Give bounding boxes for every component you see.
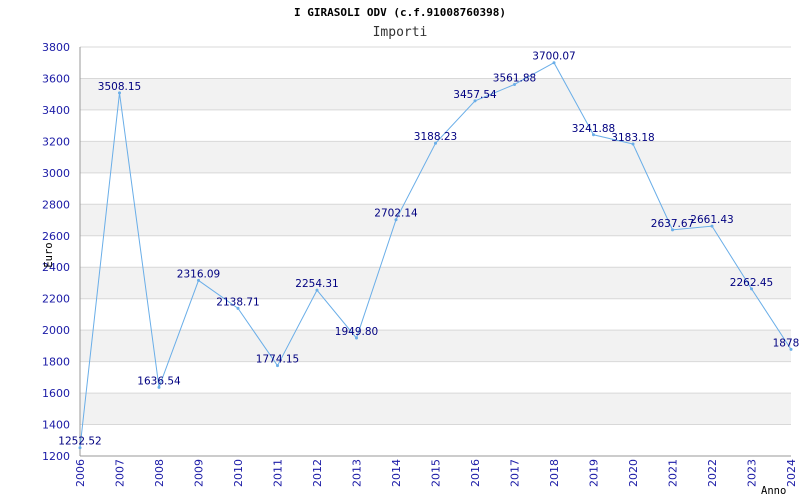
data-label: 2661.43 [690,214,733,226]
x-axis-label: Anno [761,485,786,497]
y-tick-label: 1400 [42,419,70,432]
y-tick-label: 3400 [42,104,70,117]
data-label: 1252.52 [58,436,101,448]
data-label: 3561.88 [493,72,536,84]
y-tick-label: 1800 [42,356,70,369]
data-point [671,228,674,232]
y-tick-label: 2000 [42,324,70,337]
data-point [78,446,82,450]
y-tick-label: 1600 [42,387,70,400]
data-label: 2254.31 [295,278,338,290]
data-point [513,82,516,86]
x-tick-label: 2017 [509,459,522,487]
y-tick-label: 2400 [42,261,70,274]
y-tick-label: 3200 [42,135,70,148]
x-tick-label: 2013 [351,459,364,487]
data-point [789,347,793,351]
y-tick-label: 3800 [42,41,70,54]
data-label: 1949.80 [335,326,378,338]
data-point [355,336,358,340]
data-point [394,218,398,222]
x-tick-label: 2016 [469,459,482,487]
grid-band [80,393,791,425]
x-tick-label: 2018 [548,459,561,487]
y-tick-label: 2600 [42,230,70,243]
x-tick-label: 2010 [232,459,245,487]
x-tick-label: 2008 [153,459,166,487]
y-tick-label: 2800 [42,198,70,211]
x-tick-label: 2024 [785,459,798,487]
grid-band [80,141,791,173]
grid-band [80,78,791,110]
data-point [750,287,753,291]
data-label: 1636.54 [137,375,181,387]
x-tick-label: 2019 [588,459,601,487]
chart-title: I GIRASOLI ODV (c.f.91008760398) [294,6,506,19]
data-label: 2316.09 [177,268,220,280]
data-point [157,385,161,389]
data-label: 2702.14 [374,208,418,220]
data-label: 3457.54 [453,89,497,101]
data-point [710,224,714,228]
x-tick-label: 2015 [430,459,443,487]
data-point [592,133,595,137]
y-tick-label: 3000 [42,167,70,180]
series-line [79,62,792,448]
y-axis-label: Euro [43,242,55,267]
x-tick-label: 2023 [746,459,759,487]
data-label: 3700.07 [532,51,575,63]
data-label: 3183.18 [611,132,654,144]
grid-band [80,330,791,362]
x-tick-label: 2022 [706,459,719,487]
x-tick-label: 2021 [667,459,680,487]
data-point [236,306,240,310]
data-point [315,288,319,292]
x-tick-label: 2009 [193,459,206,487]
data-point [434,141,437,145]
data-label: 3188.23 [414,131,457,143]
x-tick-label: 2007 [114,459,127,487]
data-label: 2637.67 [651,218,694,230]
data-point [473,99,477,103]
y-tick-label: 2200 [42,293,70,306]
data-point [276,364,279,368]
chart-subtitle: Importi [372,25,428,40]
x-tick-label: 2012 [311,459,324,487]
y-tick-label: 1200 [42,450,70,463]
grid-band [80,267,791,299]
data-label: 1774.15 [256,354,299,366]
data-point [552,61,556,65]
data-label: 3508.15 [98,81,141,93]
data-point [118,91,121,95]
data-label: 2138.71 [216,296,259,308]
x-tick-label: 2011 [272,459,285,487]
y-tick-label: 3600 [42,72,70,85]
x-tick-label: 2006 [74,459,87,487]
x-tick-label: 2014 [390,459,403,487]
data-label: 1878.0 [773,337,800,349]
data-label: 2262.45 [730,277,773,289]
data-point [631,142,635,146]
data-label: 3241.88 [572,123,615,135]
x-tick-label: 2020 [627,459,640,487]
data-point [197,278,200,282]
